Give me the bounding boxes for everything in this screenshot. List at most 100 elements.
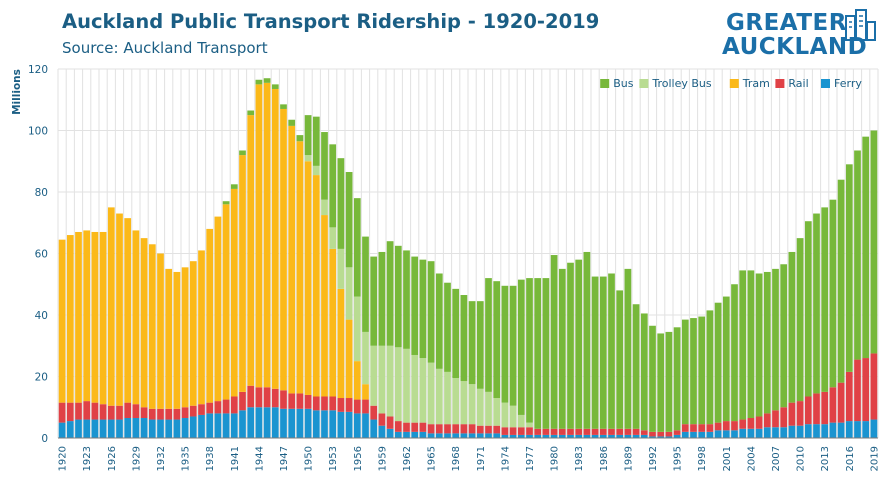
bar-bus-1969 — [460, 295, 468, 382]
bar-bus-1975 — [509, 285, 517, 406]
bar-rail-1923 — [83, 401, 91, 420]
bar-ferry-1945 — [263, 407, 271, 438]
bar-bus-1976 — [517, 279, 525, 415]
legend-label-tram: Tram — [742, 77, 770, 90]
x-tick-label: 1983 — [574, 446, 585, 471]
bar-trolley-bus-1951 — [312, 165, 320, 176]
bar-ferry-1928 — [124, 418, 132, 438]
bar-rail-2000 — [714, 422, 722, 431]
bar-bus-1971 — [476, 301, 484, 389]
bar-ferry-1987 — [608, 434, 615, 438]
bar-trolley-bus-1957 — [362, 331, 369, 385]
bar-rail-1937 — [198, 404, 205, 415]
x-tick-label: 1938 — [205, 446, 216, 471]
x-tick-label: 1986 — [599, 446, 610, 471]
bar-ferry-1996 — [681, 431, 689, 438]
bar-rail-1953 — [329, 396, 337, 411]
bar-bus-1943 — [247, 110, 255, 116]
bar-bus-1957 — [362, 236, 369, 332]
bar-ferry-1927 — [116, 419, 123, 438]
bar-ferry-1924 — [91, 419, 99, 438]
bar-ferry-1998 — [698, 431, 706, 438]
bar-rail-1980 — [550, 428, 558, 435]
bar-tram-1949 — [296, 141, 304, 394]
bar-ferry-2010 — [796, 425, 804, 438]
bar-rail-1984 — [583, 428, 591, 435]
bar-rail-1956 — [353, 399, 361, 414]
bar-rail-1932 — [157, 408, 164, 420]
bar-ferry-1938 — [206, 413, 214, 438]
bar-bus-1955 — [345, 172, 353, 268]
y-axis-label: Millions — [11, 69, 23, 115]
bar-bus-2008 — [780, 264, 788, 408]
bar-tram-1937 — [198, 250, 205, 405]
bar-ferry-1931 — [148, 419, 156, 438]
bar-rail-1973 — [493, 425, 501, 434]
bar-rail-1977 — [526, 427, 533, 435]
bar-rail-1933 — [165, 408, 173, 420]
bar-tram-1957 — [362, 384, 369, 400]
bar-trolley-bus-1960 — [386, 345, 394, 417]
bar-tram-1933 — [165, 268, 173, 409]
x-tick-label: 2001 — [722, 446, 733, 471]
bar-tram-1953 — [329, 248, 337, 397]
bar-rail-1922 — [75, 402, 82, 420]
bar-tram-1926 — [107, 207, 115, 406]
bar-ferry-1937 — [198, 414, 205, 438]
bar-bus-2007 — [772, 268, 779, 411]
x-tick-label: 1980 — [550, 446, 561, 471]
bar-bus-1982 — [567, 262, 574, 429]
x-tick-label: 1941 — [230, 446, 241, 471]
bar-bus-1989 — [624, 268, 632, 429]
bar-rail-1978 — [534, 428, 542, 435]
bar-bus-1956 — [353, 198, 361, 297]
bar-rail-1955 — [345, 398, 353, 412]
bar-ferry-1939 — [214, 413, 222, 438]
x-tick-label: 1956 — [353, 446, 364, 471]
bar-ferry-1977 — [526, 434, 533, 438]
bar-trolley-bus-1967 — [444, 371, 451, 425]
bar-ferry-1949 — [296, 408, 304, 438]
bar-ferry-1983 — [575, 434, 583, 438]
x-tick-label: 1926 — [107, 446, 118, 471]
bar-rail-1971 — [476, 425, 484, 434]
bar-ferry-2004 — [747, 428, 755, 438]
axes: 0 20 40 60 80 100 120 1920 1923 1926 1929 1932 1935 1… — [28, 64, 880, 471]
bar-bus-1962 — [403, 250, 410, 349]
x-tick-label: 1923 — [82, 446, 93, 471]
bar-ferry-1976 — [517, 434, 525, 438]
legend-label-bus: Bus — [613, 77, 634, 90]
bar-bus-2004 — [747, 270, 755, 419]
bar-bus-1940 — [222, 201, 230, 205]
bar-rail-2016 — [845, 371, 853, 422]
bar-ferry-1920 — [58, 422, 66, 439]
x-tick-label: 1929 — [131, 446, 142, 471]
bar-ferry-1944 — [255, 407, 263, 438]
logo-line1: GREATER — [726, 10, 847, 36]
x-tick-label: 1950 — [304, 446, 315, 471]
bar-bus-1996 — [681, 319, 689, 425]
bar-ferry-2005 — [755, 428, 763, 438]
bar-tram-1927 — [116, 213, 123, 406]
bar-bus-2015 — [837, 179, 845, 383]
bar-bus-1960 — [386, 241, 394, 346]
bar-ferry-1979 — [542, 434, 550, 438]
bar-trolley-bus-1971 — [476, 388, 484, 426]
bar-ferry-1965 — [427, 433, 435, 438]
bar-bus-1993 — [657, 333, 665, 432]
bar-rail-1963 — [411, 422, 419, 432]
bar-rail-2013 — [821, 391, 829, 425]
bar-rail-2002 — [731, 421, 738, 431]
bar-rail-1966 — [435, 424, 443, 434]
bar-bus-1973 — [493, 281, 501, 399]
bar-trolley-bus-1961 — [394, 347, 402, 422]
bar-bus-2003 — [739, 270, 747, 420]
bar-ferry-1972 — [485, 433, 492, 438]
bar-rail-1926 — [107, 405, 115, 420]
bar-bus-1995 — [673, 327, 681, 431]
bar-ferry-1966 — [435, 433, 443, 438]
bar-tram-1951 — [312, 175, 320, 397]
x-tick-label: 2013 — [820, 446, 831, 471]
bar-ferry-1925 — [99, 419, 107, 438]
bar-ferry-2006 — [763, 427, 771, 438]
